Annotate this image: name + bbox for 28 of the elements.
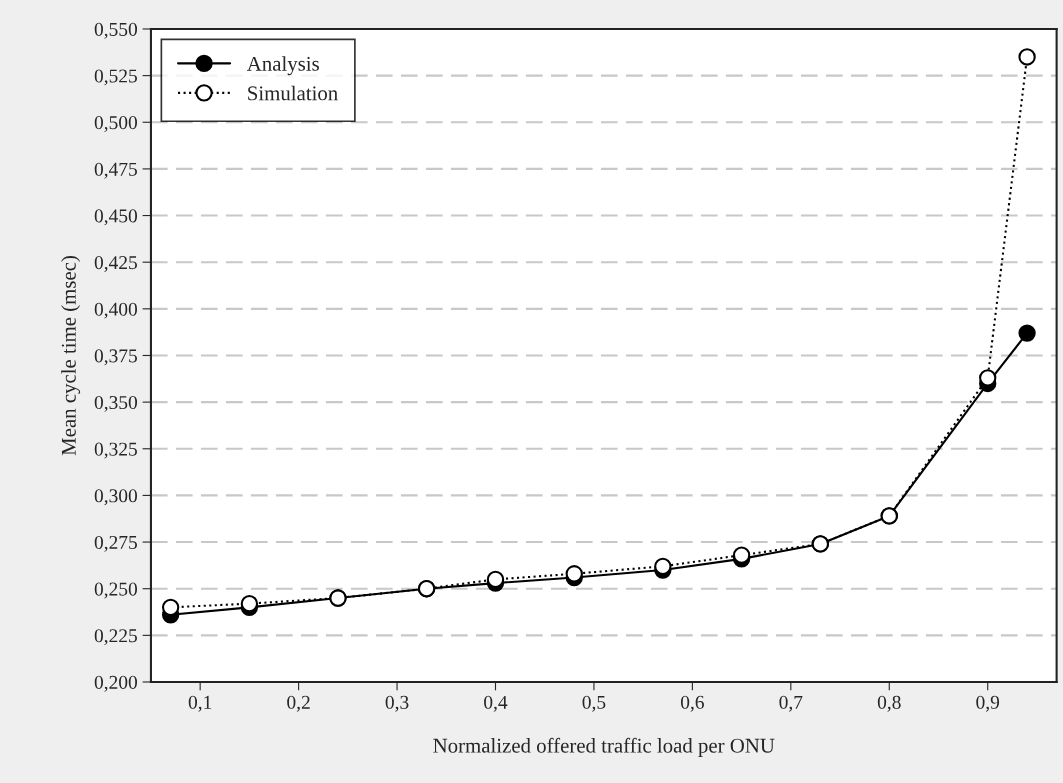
y-tick-label: 0,300 (94, 489, 138, 506)
legend-label: Analysis (246, 56, 319, 76)
y-tick-label: 0,250 (94, 582, 138, 599)
y-tick-label: 0,475 (94, 162, 137, 179)
y-axis-title: Mean cycle time (msec) (61, 256, 81, 456)
y-tick-label: 0,225 (94, 629, 137, 646)
y-tick-label: 0,425 (94, 256, 137, 272)
x-tick-label: 0,8 (877, 695, 901, 712)
x-tick-label: 0,6 (680, 695, 704, 712)
x-tick-label: 0,5 (582, 695, 606, 712)
y-tick-label: 0,550 (94, 22, 138, 39)
y-tick-label: 0,350 (94, 395, 138, 412)
y-tick-label: 0,500 (94, 116, 138, 132)
y-tick-label: 0,325 (94, 442, 137, 459)
x-axis-title: Normalized offered traffic load per ONU (433, 737, 775, 757)
y-tick-label: 0,375 (94, 349, 137, 366)
y-tick-label: 0,275 (94, 535, 137, 552)
x-tick-label: 0,3 (385, 695, 409, 712)
y-tick-label: 0,400 (94, 302, 138, 319)
y-tick-label: 0,450 (94, 209, 138, 226)
x-tick-label: 0,4 (484, 695, 508, 712)
y-tick-label: 0,200 (94, 675, 138, 692)
x-tick-label: 0,9 (976, 695, 1000, 712)
y-tick-label: 0,525 (94, 69, 137, 86)
x-tick-label: 0,7 (779, 695, 803, 712)
x-tick-label: 0,2 (287, 695, 310, 712)
legend-label: Simulation (248, 85, 338, 101)
x-tick-label: 0,1 (188, 695, 212, 712)
